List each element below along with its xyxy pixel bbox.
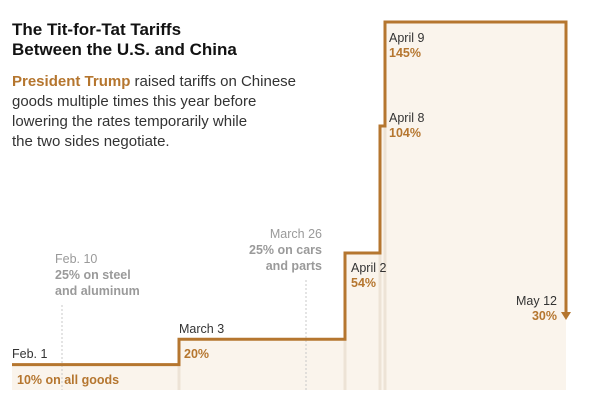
annotation-march-26-line: and parts: [266, 259, 322, 273]
annotation-feb-10-line: 25% on steel: [55, 268, 131, 282]
step-value-may-12: 30%: [532, 309, 557, 323]
step-value-feb-1: 10% on all goods: [17, 373, 119, 387]
step-area-fill: [12, 22, 566, 390]
step-date-feb-1: Feb. 1: [12, 347, 47, 361]
description-line-2: goods multiple times this year before: [12, 93, 257, 110]
description-line-4: the two sides negotiate.: [12, 133, 170, 150]
step-date-april-2: April 2: [351, 261, 386, 275]
description-highlight: President Trump: [12, 73, 131, 90]
chart-title: The Tit-for-Tat Tariffs Between the U.S.…: [12, 20, 312, 60]
step-value-april-2: 54%: [351, 276, 376, 290]
step-date-may-12: May 12: [516, 294, 557, 308]
chart-title-line-1: The Tit-for-Tat Tariffs: [12, 20, 182, 39]
description-line-3: lowering the rates temporarily while: [12, 113, 248, 130]
step-value-april-9: 145%: [389, 46, 421, 60]
chart-title-line-2: Between the U.S. and China: [12, 40, 237, 59]
description-line-1: raised tariffs on Chinese: [130, 73, 297, 90]
annotation-feb-10-line: and aluminum: [55, 284, 140, 298]
step-value-march-3: 20%: [184, 347, 209, 361]
chart-description: President Trump raised tariffs on Chines…: [12, 72, 312, 152]
annotation-feb-10-line: Feb. 10: [55, 252, 97, 266]
step-value-april-8: 104%: [389, 126, 421, 140]
tariff-step-line: [12, 20, 568, 367]
arrow-head: [561, 312, 571, 320]
step-date-april-9: April 9: [389, 31, 424, 45]
step-date-april-8: April 8: [389, 111, 424, 125]
annotation-march-26-line: 25% on cars: [249, 243, 322, 257]
step-date-march-3: March 3: [179, 322, 224, 336]
annotation-march-26-line: March 26: [270, 227, 322, 241]
